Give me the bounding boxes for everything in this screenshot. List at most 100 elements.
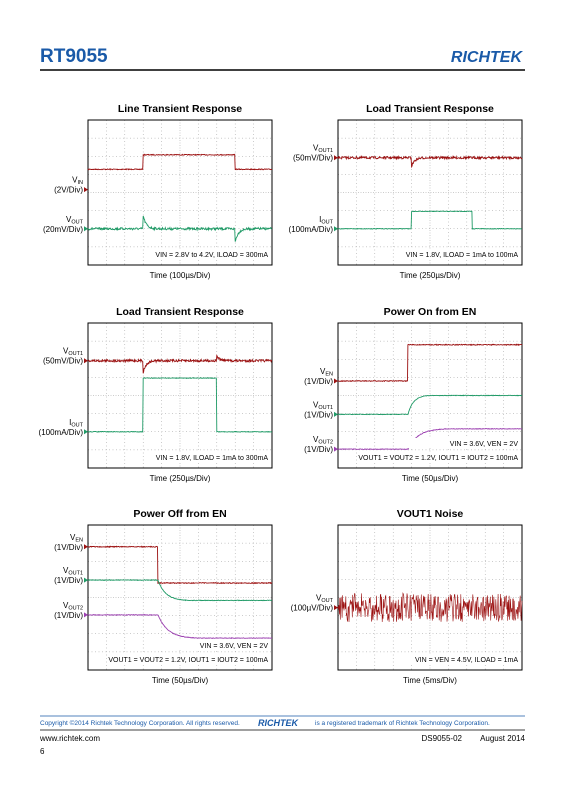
time-scale: Time (250µs/Div): [400, 271, 461, 280]
condition-bg: [404, 438, 520, 448]
channel-subscript: OUT: [71, 422, 83, 428]
plots: Line Transient ResponseVIN(2V/Div)VOUT(2…: [39, 103, 523, 685]
channel-subscript: OUT: [71, 219, 83, 225]
channel-scale: (1V/Div): [54, 611, 83, 620]
test-conditions: VIN = VEN = 4.5V, ILOAD = 1mA: [415, 657, 518, 664]
plot-frame: [337, 524, 523, 671]
channel-label: VEN: [70, 533, 83, 544]
scope-plot: Line Transient ResponseVIN(2V/Div)VOUT(2…: [43, 103, 273, 280]
plot-frame: [337, 119, 523, 266]
date: August 2014: [480, 734, 525, 743]
doc-title: RT9055: [40, 46, 108, 67]
channel-marker: [84, 429, 88, 435]
test-conditions: VIN = 2.8V to 4.2V, ILOAD = 300mA: [155, 252, 268, 259]
scope-plot: Power On from ENVEN(1V/Div)VOUT1(1V/Div)…: [304, 306, 523, 483]
condition-bg: [154, 452, 270, 462]
channel-scale: (2V/Div): [54, 186, 83, 195]
channel-symbol: V: [313, 435, 319, 444]
footer-logo: RICHTEK: [258, 718, 299, 728]
channel-symbol: V: [313, 400, 319, 409]
page-number: 6: [40, 747, 45, 756]
waveform: [87, 153, 273, 171]
plot-title: Power On from EN: [384, 306, 477, 318]
channel-symbol: V: [63, 566, 69, 575]
channel-subscript: OUT2: [318, 440, 333, 446]
channel-scale: (50mV/Div): [43, 357, 83, 366]
channel-subscript: OUT: [321, 219, 333, 225]
channel-label: VOUT: [66, 215, 84, 226]
channel-marker: [334, 155, 338, 161]
channel-marker: [334, 446, 338, 452]
channel-label: VEN: [320, 367, 333, 378]
condition-bg: [404, 654, 520, 664]
channel-label: VOUT1: [313, 144, 333, 155]
test-conditions: VIN = 3.6V, VEN = 2V: [450, 441, 519, 448]
trademark: is a registered trademark of Richtek Tec…: [315, 720, 490, 727]
waveform: [87, 579, 273, 602]
plot-title: Load Transient Response: [116, 306, 244, 318]
channel-scale: (20mV/Div): [43, 225, 83, 234]
channel-symbol: V: [316, 594, 322, 603]
channel-scale: (1V/Div): [304, 377, 333, 386]
channel-label: VIN: [72, 176, 83, 187]
plot-frame: [87, 119, 273, 266]
channel-subscript: OUT1: [318, 148, 333, 154]
logo: RICHTEK: [451, 49, 524, 66]
test-conditions: VOUT1 = VOUT2 = 1.2V, IOUT1 = IOUT2 = 10…: [108, 657, 268, 664]
waveform: [337, 394, 523, 416]
test-conditions: VOUT1 = VOUT2 = 1.2V, IOUT1 = IOUT2 = 10…: [358, 455, 518, 462]
channel-scale: (1V/Div): [304, 410, 333, 419]
channel-scale: (100mA/Div): [39, 428, 84, 437]
channel-symbol: V: [313, 144, 319, 153]
channel-label: VOUT1: [313, 400, 333, 411]
plot-title: VOUT1 Noise: [397, 508, 464, 520]
channel-scale: (100mA/Div): [289, 225, 334, 234]
channel-symbol: V: [72, 176, 78, 185]
scope-plot: Power Off from ENVEN(1V/Div)VOUT1(1V/Div…: [54, 508, 273, 685]
waveform: [337, 343, 523, 383]
waveform: [87, 377, 273, 433]
channel-scale: (1V/Div): [304, 445, 333, 454]
channel-marker: [84, 226, 88, 232]
doc-number: DS9055-02: [422, 734, 463, 743]
channel-subscript: EN: [325, 372, 333, 378]
test-conditions: VIN = 3.6V, VEN = 2V: [200, 643, 269, 650]
test-conditions: VIN = 1.8V, ILOAD = 1mA to 100mA: [406, 252, 519, 259]
time-scale: Time (50µs/Div): [402, 474, 459, 483]
plot-title: Power Off from EN: [133, 508, 226, 520]
channel-scale: (1V/Div): [54, 543, 83, 552]
channel-subscript: OUT: [321, 598, 333, 604]
channel-marker: [334, 378, 338, 384]
channel-subscript: EN: [75, 537, 83, 543]
channel-marker: [84, 577, 88, 583]
channel-scale: (50mV/Div): [293, 154, 333, 163]
condition-bg: [154, 640, 270, 650]
plot-title: Load Transient Response: [366, 103, 494, 115]
channel-subscript: OUT1: [68, 571, 83, 577]
time-scale: Time (50µs/Div): [152, 676, 209, 685]
channel-label: VOUT: [316, 594, 334, 605]
scope-plot: VOUT1 Noise VOUT(100µV/Div) VIN = VEN = 4.…: [291, 508, 523, 685]
condition-bg: [404, 249, 520, 259]
channel-label: VOUT1: [63, 566, 83, 577]
condition-bg: [154, 249, 270, 259]
waveform: [87, 613, 273, 640]
website: www.richtek.com: [39, 734, 100, 743]
waveform: [87, 354, 273, 374]
channel-marker: [84, 612, 88, 618]
copyright: Copyright ©2014 Richtek Technology Corpo…: [40, 719, 240, 727]
waveform: [337, 154, 523, 169]
channel-subscript: OUT1: [318, 405, 333, 411]
plot-title: Line Transient Response: [118, 103, 242, 115]
channel-marker: [84, 187, 88, 193]
channel-label: VOUT2: [63, 601, 83, 612]
channel-subscript: OUT2: [68, 605, 83, 611]
waveform: [87, 545, 273, 585]
channel-symbol: V: [63, 347, 69, 356]
channel-label: VOUT2: [313, 435, 333, 446]
channel-label: IOUT: [69, 418, 83, 429]
time-scale: Time (250µs/Div): [150, 474, 211, 483]
waveform: [337, 592, 523, 623]
channel-marker: [84, 544, 88, 550]
